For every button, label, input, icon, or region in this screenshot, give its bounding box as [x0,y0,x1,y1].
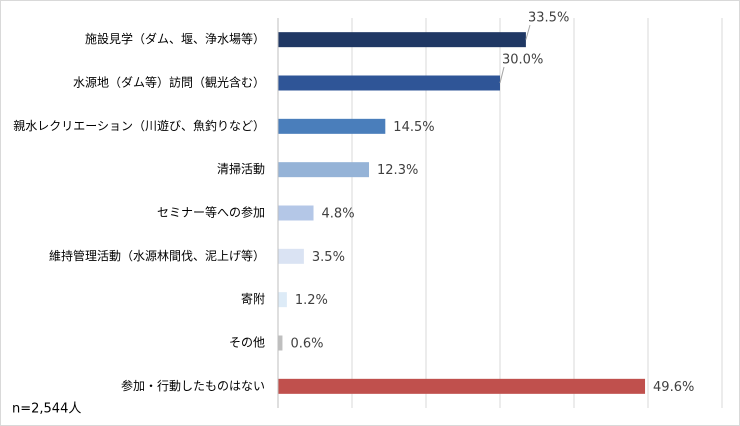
bar [278,292,287,308]
value-label: 30.0% [502,53,543,68]
value-label: 49.6% [653,380,694,395]
y-tick-label: 施設見学（ダム、堰、浄水場等） [85,31,265,46]
y-tick-label: 親水レクリエーション（川遊び、魚釣りなど） [13,118,265,133]
bar [278,378,646,394]
y-tick-label: 参加・行動したものはない [121,378,265,393]
value-label: 12.3% [377,163,418,178]
leader-line [499,66,505,84]
bar [278,32,526,48]
y-tick-label: 寄附 [241,291,265,306]
y-tick-label: 清掃活動 [217,161,265,176]
bar [278,205,314,221]
bar [278,75,500,91]
value-label: 3.5% [312,250,345,265]
y-tick-label: セミナー等への参加 [157,205,265,220]
bar [278,335,283,351]
value-label: 33.5% [528,11,569,26]
bar [278,118,386,134]
value-label: 0.6% [290,337,323,352]
leader-line [525,24,531,40]
bar [278,248,304,264]
value-label: 4.8% [322,207,355,222]
value-label: 14.5% [393,120,434,135]
y-tick-label: その他 [229,336,265,350]
y-tick-label: 水源地（ダム等）訪問（観光含む） [73,75,265,90]
y-tick-label: 維持管理活動（水源林間伐、泥上げ等） [49,248,265,263]
value-label: 1.2% [295,293,328,308]
sample-note: n=2,544人 [12,402,81,417]
bar [278,162,370,178]
